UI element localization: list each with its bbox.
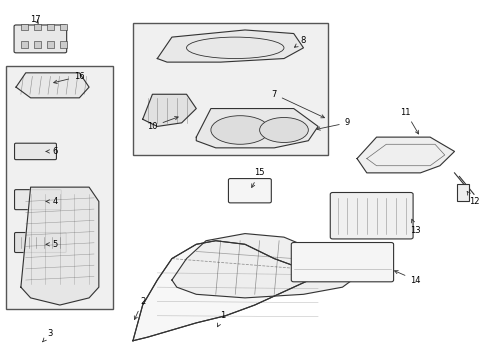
Bar: [21, 23, 28, 30]
Bar: [34, 41, 41, 48]
Text: 15: 15: [252, 168, 265, 188]
Bar: [6, 66, 114, 309]
Text: 1: 1: [218, 311, 226, 327]
FancyBboxPatch shape: [228, 179, 271, 203]
FancyBboxPatch shape: [330, 193, 413, 239]
Text: 14: 14: [394, 271, 421, 284]
Polygon shape: [133, 241, 391, 341]
Text: 8: 8: [294, 36, 306, 47]
FancyBboxPatch shape: [15, 190, 61, 210]
Ellipse shape: [211, 116, 270, 144]
Bar: [60, 41, 67, 48]
Text: 11: 11: [400, 108, 418, 134]
Text: 7: 7: [271, 90, 324, 118]
Bar: [133, 23, 328, 155]
Text: 10: 10: [147, 117, 178, 131]
Polygon shape: [16, 73, 89, 98]
FancyBboxPatch shape: [291, 243, 393, 282]
Bar: [34, 23, 41, 30]
Polygon shape: [196, 109, 318, 148]
FancyBboxPatch shape: [15, 233, 66, 252]
Bar: [457, 184, 469, 202]
Text: 17: 17: [30, 15, 41, 24]
Text: 16: 16: [54, 72, 85, 84]
Polygon shape: [172, 234, 352, 298]
Text: 12: 12: [467, 192, 479, 206]
Ellipse shape: [260, 117, 308, 143]
Text: 3: 3: [43, 329, 53, 342]
Polygon shape: [143, 94, 196, 126]
Text: 2: 2: [134, 297, 146, 320]
Text: 13: 13: [410, 219, 421, 234]
Text: 4: 4: [46, 197, 58, 206]
Bar: [60, 23, 67, 30]
Bar: [21, 41, 28, 48]
Text: 5: 5: [46, 240, 58, 249]
FancyBboxPatch shape: [14, 25, 67, 53]
FancyBboxPatch shape: [15, 143, 56, 159]
Bar: [47, 41, 54, 48]
Text: 6: 6: [46, 147, 58, 156]
Polygon shape: [157, 30, 303, 62]
Bar: [47, 23, 54, 30]
Polygon shape: [357, 137, 455, 173]
Polygon shape: [21, 187, 99, 305]
Text: 9: 9: [317, 118, 350, 130]
